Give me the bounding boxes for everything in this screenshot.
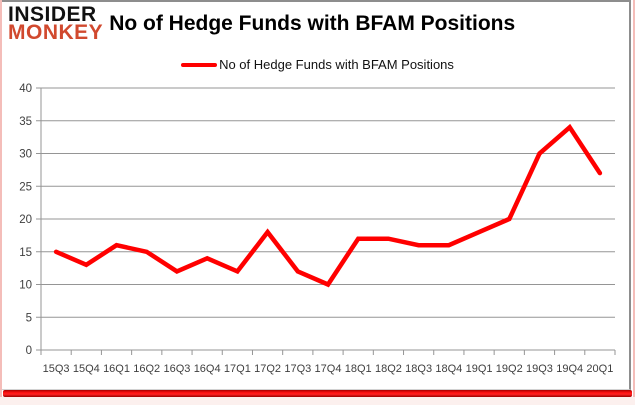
header: INSIDER MONKEY No of Hedge Funds with BF… <box>8 3 516 44</box>
logo-line2: MONKEY <box>8 21 104 44</box>
x-axis-tick-label: 18Q3 <box>405 363 432 375</box>
legend-line-swatch <box>181 62 218 67</box>
y-axis-tick-label: 20 <box>19 214 32 226</box>
y-axis-tick-label: 25 <box>19 181 32 193</box>
x-axis-tick-label: 17Q3 <box>284 363 311 375</box>
x-axis-tick-label: 16Q2 <box>133 363 160 375</box>
x-axis-tick-label: 19Q4 <box>556 363 583 375</box>
y-axis-tick-label: 10 <box>19 280 32 292</box>
x-axis-tick-label: 18Q4 <box>435 363 462 375</box>
y-axis-tick-label: 5 <box>26 312 32 324</box>
insider-monkey-logo: INSIDER MONKEY <box>8 3 104 44</box>
x-axis-tick-label: 19Q2 <box>496 363 523 375</box>
y-axis-tick-label: 0 <box>26 345 32 357</box>
x-axis-tick-label: 18Q1 <box>345 363 372 375</box>
x-axis-tick-label: 19Q3 <box>526 363 553 375</box>
x-axis-tick-label: 18Q2 <box>375 363 402 375</box>
chart-card <box>2 0 631 390</box>
x-axis-tick-label: 15Q4 <box>73 363 100 375</box>
bottom-red-bar <box>3 390 632 397</box>
x-axis-tick-label: 15Q3 <box>43 363 70 375</box>
x-axis-tick-label: 16Q3 <box>163 363 190 375</box>
y-axis-tick-label: 30 <box>19 149 32 161</box>
bottom-pink-strip <box>0 397 635 405</box>
x-axis-tick-label: 20Q1 <box>586 363 613 375</box>
y-axis-tick-label: 35 <box>19 116 32 128</box>
page-title: No of Hedge Funds with BFAM Positions <box>109 12 516 35</box>
page-left-border <box>0 0 2 405</box>
legend: No of Hedge Funds with BFAM Positions <box>0 57 635 72</box>
x-axis-tick-label: 16Q1 <box>103 363 130 375</box>
series-line-hedge-funds <box>53 123 603 288</box>
x-axis-tick-label: 17Q4 <box>315 363 342 375</box>
x-axis-tick-label: 17Q2 <box>254 363 281 375</box>
y-axis-tick-label: 15 <box>19 247 32 259</box>
logo-line1: INSIDER <box>8 3 97 26</box>
x-axis-tick-label: 19Q1 <box>466 363 493 375</box>
line-chart: 0 5 10 15 20 25 30 35 40 15Q3 15Q4 16Q1 16Q2 16Q3 16Q4… <box>19 83 616 375</box>
x-axis-tick-label: 16Q4 <box>194 363 221 375</box>
chart-area: 0 5 10 15 20 25 30 35 40 15Q3 15Q4 16Q1 16Q2 16Q3 16Q4… <box>0 80 635 390</box>
y-axis-tick-label: 40 <box>19 83 32 95</box>
page-right-border <box>633 0 635 405</box>
x-axis-tick-label: 17Q1 <box>224 363 251 375</box>
legend-label: No of Hedge Funds with BFAM Positions <box>219 57 454 72</box>
